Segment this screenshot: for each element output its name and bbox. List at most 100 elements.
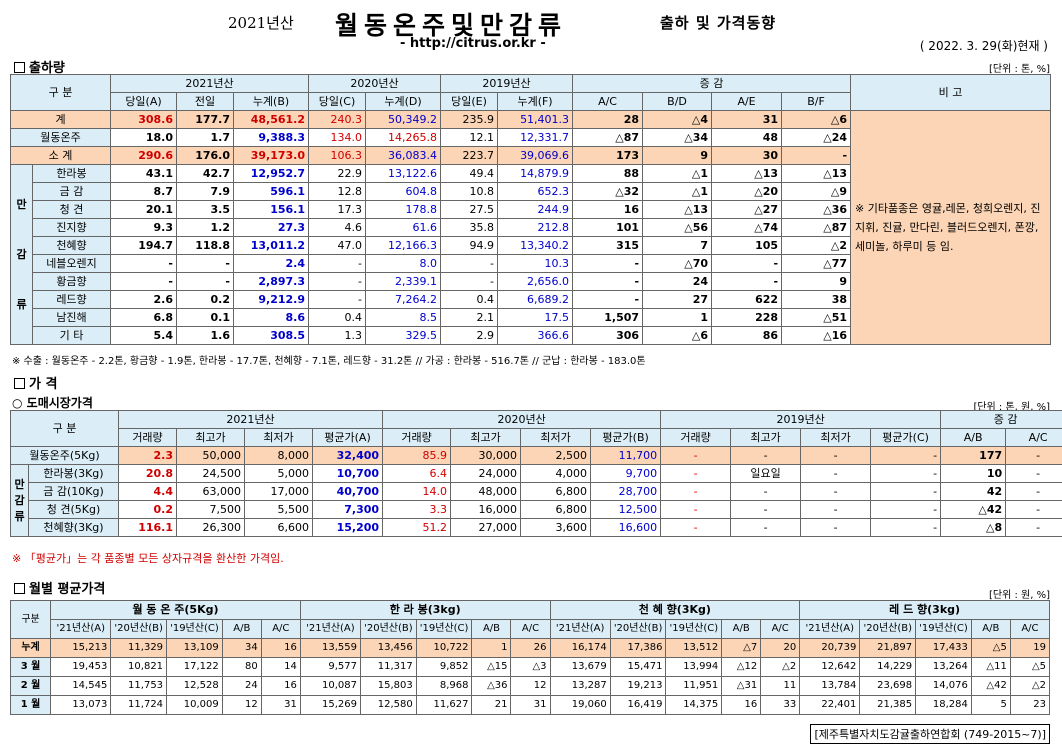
data-cell: 48,561.2 <box>232 110 310 129</box>
data-cell: △74 <box>711 218 783 237</box>
data-cell: 13,512 <box>665 638 723 658</box>
data-cell: 6,600 <box>244 518 313 537</box>
data-cell: 38 <box>781 290 852 309</box>
data-cell: - <box>800 518 872 537</box>
data-cell: 1,507 <box>572 308 644 327</box>
table-row: 2 월 14,545 11,753 12,528 24 16 10,087 15,803 8,9… <box>9 676 1051 696</box>
data-cell: 0.4 <box>440 290 499 309</box>
data-cell: 5 <box>970 695 1011 715</box>
data-cell: △77 <box>781 254 852 273</box>
data-cell: 11,724 <box>110 695 168 715</box>
data-cell: 31 <box>510 695 551 715</box>
data-cell: 2.9 <box>440 326 499 345</box>
data-cell: - <box>440 254 499 273</box>
header-gubun: 구 분 <box>10 74 111 111</box>
data-cell: 12.1 <box>440 128 499 147</box>
shipment-header-row: 구 분 2021년산 2020년산 2019년산 증 감 비 고 <box>10 74 1052 111</box>
data-cell: 47.0 <box>308 236 367 255</box>
data-cell: 6.4 <box>382 464 452 483</box>
data-cell: 24,000 <box>450 464 522 483</box>
data-cell: 13,994 <box>665 657 723 677</box>
data-cell: 10.3 <box>497 254 574 273</box>
data-cell: 13,287 <box>549 676 611 696</box>
subheader-cell: 최고가 <box>450 428 522 447</box>
data-cell: 0.1 <box>176 308 234 327</box>
data-cell: 17,000 <box>244 482 313 501</box>
data-cell: 8,000 <box>244 446 313 465</box>
data-cell: 244.9 <box>497 200 574 219</box>
wholesale-price-table: 구 분 2021년산 2020년산 2019년산 증 감 거래량 최고가 최저가 평균… <box>10 410 1062 537</box>
site-url[interactable]: - http://citrus.or.kr - <box>400 36 546 51</box>
data-cell: 94.9 <box>440 236 499 255</box>
data-cell: △1 <box>642 164 713 183</box>
data-cell: - <box>781 146 852 165</box>
subheader-cell: A/B <box>471 619 512 639</box>
data-cell: 27.5 <box>440 200 499 219</box>
data-cell: 11,627 <box>415 695 473 715</box>
data-cell: 26 <box>510 638 551 658</box>
subheader-cell: 최고가 <box>730 428 802 447</box>
subheader-cell: 당일(A) <box>110 92 177 111</box>
title-year: 2021년산 <box>228 14 294 32</box>
data-cell: 228 <box>711 308 783 327</box>
data-cell: 48,000 <box>450 482 522 501</box>
data-cell: 13,679 <box>549 657 611 677</box>
data-cell: 80 <box>221 657 262 677</box>
data-cell: 6.8 <box>110 308 177 327</box>
data-cell: 15,213 <box>50 638 112 658</box>
subheader-cell: A/C <box>510 619 551 639</box>
data-cell: 4.4 <box>118 482 177 501</box>
data-cell: 19,060 <box>549 695 611 715</box>
data-cell: 43.1 <box>110 164 177 183</box>
data-cell: 24 <box>642 272 713 291</box>
row-label: 계 <box>10 110 111 129</box>
data-cell: 9,577 <box>299 657 362 677</box>
header-2020: 2020년산 <box>382 410 662 429</box>
data-cell: - <box>711 272 783 291</box>
subheader-cell: 평균가(A) <box>311 428 384 447</box>
data-cell: 1 <box>471 638 512 658</box>
table-row: 1 월 13,073 11,724 10,009 12 31 15,269 12,580 11,… <box>9 695 1051 715</box>
data-cell: - <box>730 518 802 537</box>
data-cell: 3.5 <box>176 200 234 219</box>
data-cell: - <box>1005 446 1062 465</box>
data-cell: 16,419 <box>609 695 667 715</box>
data-cell: 3.3 <box>382 500 452 519</box>
subheader-cell: 거래량 <box>382 428 452 447</box>
data-cell: 9 <box>642 146 713 165</box>
data-cell: 6,800 <box>520 482 592 501</box>
side-label-char: 만 <box>16 197 27 211</box>
data-cell: 366.6 <box>497 326 574 345</box>
data-cell: 12 <box>221 695 262 715</box>
data-cell: 10,821 <box>110 657 168 677</box>
data-cell: 21 <box>471 695 512 715</box>
data-cell: 9,852 <box>415 657 473 677</box>
data-cell: △8 <box>940 518 1007 537</box>
data-cell: - <box>730 446 802 465</box>
data-cell: 17,433 <box>915 638 972 658</box>
group-header: 레 드 향(3kg) <box>799 600 1050 620</box>
data-cell: 22.9 <box>308 164 367 183</box>
data-cell: - <box>572 290 644 309</box>
data-cell: 101 <box>572 218 644 237</box>
monthly-header-row: 구분 월 동 온 주(5Kg) 한 라 봉(3kg) 천 혜 향(3Kg) 레 드 향… <box>9 600 1050 639</box>
data-cell: △9 <box>781 182 852 201</box>
data-cell: 39,173.0 <box>232 146 310 165</box>
table-row: 3 월 19,453 10,821 17,122 80 14 9,577 11,317 9,85… <box>9 657 1051 677</box>
table-row: 월동온주(5Kg) 2.3 50,000 8,000 32,400 85.9 30,000 2… <box>10 446 1062 465</box>
data-cell: 176.0 <box>176 146 234 165</box>
data-cell: - <box>660 482 732 501</box>
section-shipment-unit: [단위 : 톤, %] <box>989 64 1050 75</box>
data-cell: 27.3 <box>232 218 310 237</box>
data-cell: - <box>800 464 872 483</box>
data-cell: 11,329 <box>110 638 168 658</box>
data-cell: △7 <box>721 638 762 658</box>
shipment-subheader-row: 당일(A) 전일 누계(B) 당일(C) 누계(D) 당일(E) 누계(F) A/C B/D A/… <box>11 92 1051 111</box>
data-cell: 2,656.0 <box>497 272 574 291</box>
data-cell: 14,545 <box>50 676 112 696</box>
wholesale-subtitle: ○ 도매시장가격 <box>12 396 93 410</box>
subheader-cell: '20년산(B) <box>360 619 417 639</box>
data-cell: 32,400 <box>311 446 384 465</box>
data-cell: 12,952.7 <box>232 164 310 183</box>
